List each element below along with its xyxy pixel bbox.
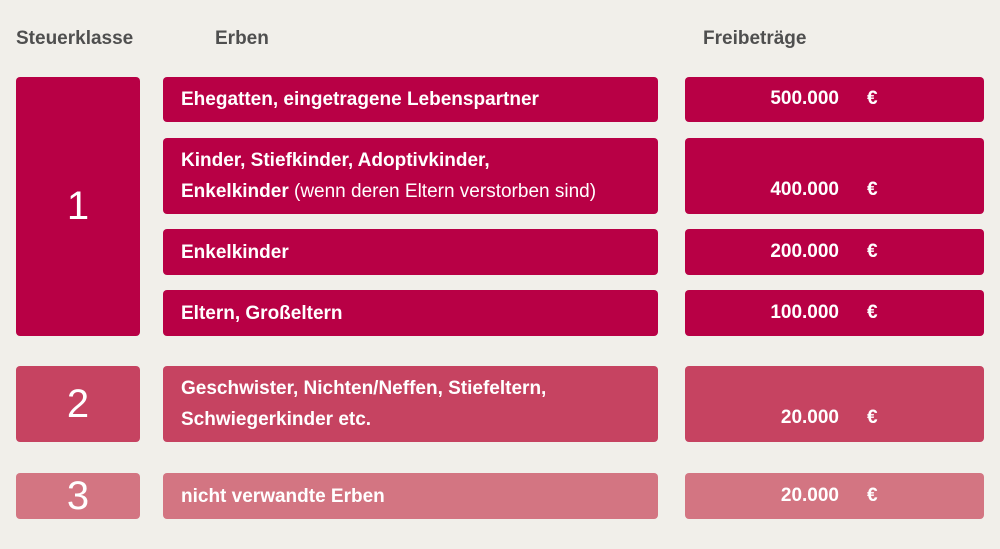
currency-symbol: €: [867, 407, 878, 428]
erben-text: Ehegatten, eingetragene Lebenspartner: [181, 89, 539, 110]
header-steuerklasse: Steuerklasse: [16, 28, 134, 49]
steuerklasse-3: 3: [16, 473, 140, 519]
erben-text-line1: Kinder, Stiefkinder, Adoptivkinder,: [181, 150, 490, 171]
erben-text-line1: Geschwister, Nichten/Neffen, Stiefeltern…: [181, 378, 547, 399]
header-freibetraege: Freibeträge: [703, 28, 807, 49]
freibetrag-amount: 200.000: [770, 241, 839, 262]
currency-symbol: €: [867, 485, 878, 506]
freibetrag-amount: 400.000: [770, 179, 839, 200]
steuerklasse-1-label: 1: [66, 184, 90, 228]
erben-text: Eltern, Großeltern: [181, 302, 343, 324]
freibetrag-amount: 100.000: [770, 302, 839, 323]
erben-text: Enkelkinder: [181, 241, 289, 263]
steuerklasse-2: 2: [16, 366, 140, 442]
freibetrag-row-1: 500.000 €: [685, 77, 984, 122]
currency-symbol: €: [867, 88, 878, 109]
erben-text: nicht verwandte Erben: [181, 485, 385, 507]
erben-text-bold: Enkelkinder: [181, 181, 289, 202]
erben-row-4: Eltern, Großeltern: [163, 290, 658, 336]
freibetrag-row-4: 100.000 €: [685, 290, 984, 336]
currency-symbol: €: [867, 241, 878, 262]
erben-row-1: Ehegatten, eingetragene Lebenspartner: [163, 77, 658, 122]
erben-text-line2: Schwiegerkinder etc.: [181, 409, 372, 430]
steuerklasse-2-label: 2: [66, 381, 90, 426]
erben-row-5: Geschwister, Nichten/Neffen, Stiefeltern…: [163, 366, 658, 442]
freibetrag-amount: 20.000: [780, 407, 839, 428]
steuerklasse-3-label: 3: [66, 473, 90, 518]
erben-row-3: Enkelkinder: [163, 229, 658, 275]
currency-symbol: €: [867, 302, 878, 323]
erben-note: (wenn deren Eltern verstorben sind): [288, 181, 597, 202]
erben-row-2: Kinder, Stiefkinder, Adoptivkinder, Enke…: [163, 138, 658, 214]
erben-row-6: nicht verwandte Erben: [163, 473, 658, 519]
freibetrag-row-3: 200.000 €: [685, 229, 984, 275]
currency-symbol: €: [867, 179, 878, 200]
header-erben: Erben: [215, 28, 269, 49]
freibetrag-row-2: 400.000 €: [685, 138, 984, 214]
freibetrag-amount: 20.000: [780, 485, 839, 506]
steuerklasse-1: 1: [16, 77, 140, 336]
freibetrag-row-5: 20.000 €: [685, 366, 984, 442]
freibetrag-row-6: 20.000 €: [685, 473, 984, 519]
erben-text-line2: Enkelkinder (wenn deren Eltern verstorbe…: [181, 176, 658, 207]
freibetrag-amount: 500.000: [770, 88, 839, 109]
